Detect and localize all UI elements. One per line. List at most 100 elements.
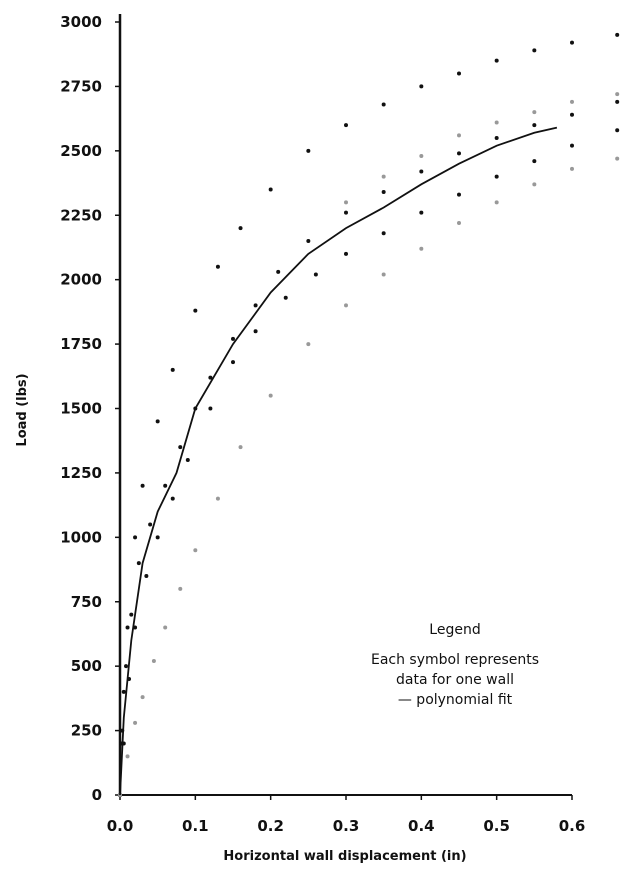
data-point xyxy=(570,40,574,45)
legend-note: — polynomial fit xyxy=(398,692,513,708)
data-point xyxy=(163,625,168,630)
data-point xyxy=(276,269,281,274)
y-tick-label: 1500 xyxy=(60,400,102,418)
data-point xyxy=(457,220,461,225)
y-tick-label: 1000 xyxy=(60,528,102,546)
data-point xyxy=(170,496,175,501)
data-point xyxy=(457,133,461,138)
legend-note: Each symbol represents xyxy=(371,652,539,668)
y-tick-label: 750 xyxy=(71,593,102,611)
data-point xyxy=(140,483,145,488)
data-point xyxy=(419,169,424,174)
data-point xyxy=(306,239,311,244)
data-point xyxy=(231,336,235,341)
data-point xyxy=(129,612,134,617)
data-point xyxy=(121,689,126,694)
data-point xyxy=(570,166,574,171)
data-point xyxy=(136,561,141,566)
data-point xyxy=(215,264,220,269)
y-axis-title: Load (lbs) xyxy=(15,373,30,446)
data-point xyxy=(381,174,386,179)
data-point xyxy=(185,458,190,463)
y-tick-label: 2500 xyxy=(60,142,102,160)
x-tick-label: 0.1 xyxy=(182,817,209,835)
x-tick-label: 0.3 xyxy=(333,817,360,835)
data-point xyxy=(151,659,156,664)
data-point xyxy=(344,123,348,128)
data-point xyxy=(494,135,499,140)
data-point xyxy=(570,112,574,117)
y-tick-label: 3000 xyxy=(60,13,102,31)
data-point xyxy=(494,58,499,63)
data-point xyxy=(155,419,160,424)
data-point xyxy=(615,92,620,97)
data-point xyxy=(532,110,537,115)
data-point xyxy=(344,303,348,308)
data-point xyxy=(313,272,318,277)
x-tick-label: 0.5 xyxy=(483,817,510,835)
data-point xyxy=(178,586,183,591)
data-point xyxy=(215,496,220,501)
data-point xyxy=(344,200,348,205)
data-point xyxy=(615,128,620,133)
data-point xyxy=(238,445,243,450)
data-point xyxy=(253,329,258,334)
data-point xyxy=(306,342,311,347)
data-point xyxy=(208,406,213,411)
data-point xyxy=(144,573,149,578)
data-point xyxy=(419,84,424,89)
data-point xyxy=(133,720,138,725)
data-point xyxy=(283,295,288,300)
data-point xyxy=(532,123,537,128)
data-point xyxy=(163,483,168,488)
y-tick-label: 0 xyxy=(92,786,102,804)
data-point xyxy=(170,367,175,372)
data-point xyxy=(494,200,499,205)
y-tick-label: 2250 xyxy=(60,206,102,224)
data-point xyxy=(457,192,461,197)
y-tick-label: 2000 xyxy=(60,271,102,289)
x-tick-label: 0.4 xyxy=(408,817,435,835)
data-point xyxy=(231,360,235,365)
data-point xyxy=(155,535,160,540)
data-point xyxy=(532,159,537,164)
data-point xyxy=(148,522,153,527)
data-point xyxy=(419,153,424,158)
data-point xyxy=(494,174,499,179)
x-tick-label: 0.6 xyxy=(559,817,586,835)
data-point xyxy=(125,625,130,630)
y-tick-label: 2750 xyxy=(60,77,102,95)
data-point xyxy=(268,393,273,398)
data-point xyxy=(268,187,273,192)
data-point xyxy=(140,695,145,700)
y-tick-label: 250 xyxy=(71,722,102,740)
fit-line xyxy=(119,126,558,796)
y-tick-label: 1750 xyxy=(60,335,102,353)
data-point xyxy=(193,308,198,313)
x-tick-label: 0.0 xyxy=(107,817,134,835)
data-point xyxy=(124,664,129,669)
data-point xyxy=(457,151,461,156)
data-point xyxy=(253,303,258,308)
data-point xyxy=(532,48,537,53)
data-point xyxy=(125,754,130,759)
y-tick-label: 1250 xyxy=(60,464,102,482)
data-point xyxy=(193,548,198,553)
legend-title: Legend xyxy=(429,622,480,638)
data-point xyxy=(344,210,348,215)
data-point xyxy=(178,445,183,450)
data-point xyxy=(306,148,311,153)
data-point xyxy=(532,182,537,187)
data-point xyxy=(381,190,386,195)
data-point xyxy=(344,251,348,256)
legend-note: data for one wall xyxy=(396,672,514,688)
y-tick-label: 500 xyxy=(71,657,102,675)
data-point xyxy=(615,32,620,37)
data-point xyxy=(133,535,138,540)
data-point xyxy=(457,71,461,76)
data-point xyxy=(381,231,386,236)
data-point xyxy=(615,156,620,161)
data-point xyxy=(238,226,243,231)
